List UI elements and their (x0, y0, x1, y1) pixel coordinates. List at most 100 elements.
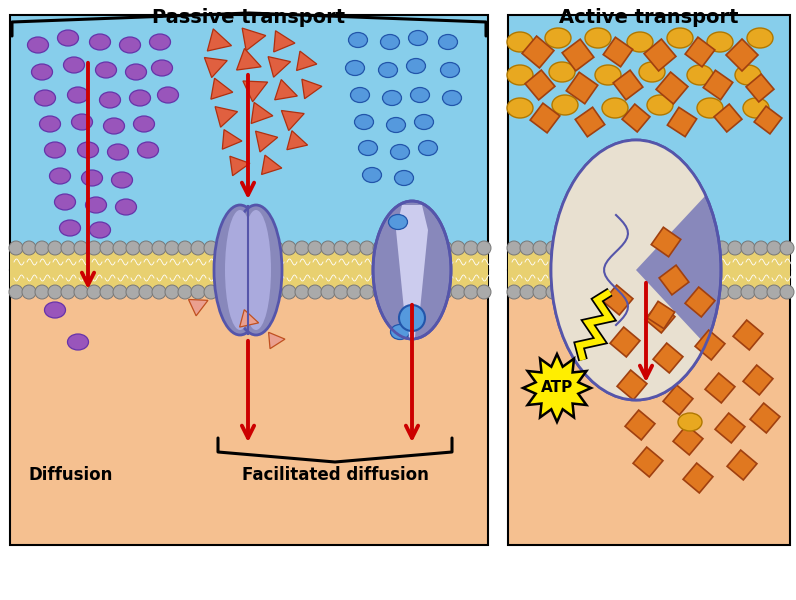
Polygon shape (653, 343, 683, 373)
Polygon shape (695, 330, 725, 360)
Polygon shape (659, 265, 689, 295)
Circle shape (598, 285, 612, 299)
Ellipse shape (667, 28, 693, 48)
Circle shape (611, 285, 625, 299)
Polygon shape (242, 28, 266, 50)
Polygon shape (726, 39, 758, 71)
Circle shape (61, 241, 75, 255)
Ellipse shape (552, 95, 578, 115)
Circle shape (438, 241, 452, 255)
Ellipse shape (354, 115, 373, 130)
Circle shape (676, 285, 690, 299)
Circle shape (585, 285, 599, 299)
Circle shape (295, 285, 309, 299)
Circle shape (780, 285, 794, 299)
Polygon shape (297, 51, 317, 71)
Ellipse shape (387, 118, 405, 133)
Ellipse shape (68, 334, 88, 350)
Ellipse shape (100, 92, 120, 108)
Circle shape (425, 285, 439, 299)
Circle shape (624, 241, 638, 255)
Circle shape (139, 241, 153, 255)
Circle shape (373, 241, 387, 255)
Circle shape (715, 241, 729, 255)
Circle shape (546, 241, 560, 255)
Circle shape (334, 241, 348, 255)
Circle shape (308, 285, 322, 299)
Ellipse shape (639, 62, 665, 82)
Text: ATP: ATP (540, 380, 573, 395)
Polygon shape (407, 310, 417, 338)
Circle shape (282, 285, 296, 299)
Circle shape (165, 285, 179, 299)
Ellipse shape (345, 61, 365, 76)
Circle shape (412, 285, 426, 299)
Ellipse shape (647, 95, 673, 115)
Circle shape (152, 285, 166, 299)
Circle shape (113, 285, 127, 299)
Ellipse shape (391, 145, 409, 160)
Polygon shape (396, 205, 428, 335)
Circle shape (87, 241, 101, 255)
Ellipse shape (68, 87, 88, 103)
Ellipse shape (507, 32, 533, 52)
Ellipse shape (697, 98, 723, 118)
Circle shape (347, 241, 361, 255)
Circle shape (650, 241, 664, 255)
Polygon shape (211, 78, 232, 99)
Ellipse shape (549, 62, 575, 82)
Ellipse shape (707, 32, 733, 52)
Ellipse shape (45, 302, 65, 318)
Bar (10, 15, 488, 270)
Ellipse shape (214, 205, 266, 335)
Polygon shape (603, 37, 633, 67)
Circle shape (22, 241, 36, 255)
Circle shape (689, 285, 703, 299)
Ellipse shape (411, 88, 430, 103)
Polygon shape (256, 131, 278, 152)
Ellipse shape (45, 142, 65, 158)
Circle shape (715, 285, 729, 299)
Circle shape (585, 241, 599, 255)
Circle shape (191, 285, 205, 299)
Circle shape (637, 285, 651, 299)
Polygon shape (268, 56, 291, 77)
Ellipse shape (32, 64, 53, 80)
Circle shape (308, 241, 322, 255)
Circle shape (754, 241, 768, 255)
Ellipse shape (735, 65, 761, 85)
Circle shape (243, 285, 257, 299)
Ellipse shape (134, 116, 154, 132)
Ellipse shape (349, 32, 368, 47)
Circle shape (204, 241, 218, 255)
Ellipse shape (111, 172, 132, 188)
Ellipse shape (602, 98, 628, 118)
Circle shape (386, 285, 400, 299)
Ellipse shape (350, 88, 369, 103)
Circle shape (399, 241, 413, 255)
Ellipse shape (383, 91, 401, 106)
Polygon shape (262, 155, 282, 175)
Circle shape (767, 285, 781, 299)
Circle shape (87, 285, 101, 299)
Text: Passive transport: Passive transport (153, 8, 345, 27)
Circle shape (191, 241, 205, 255)
Circle shape (100, 241, 114, 255)
Ellipse shape (138, 142, 158, 158)
Ellipse shape (151, 60, 173, 76)
Ellipse shape (743, 98, 769, 118)
Ellipse shape (150, 34, 170, 50)
Polygon shape (647, 301, 675, 329)
Polygon shape (743, 365, 773, 395)
Circle shape (9, 285, 23, 299)
Circle shape (126, 285, 140, 299)
Polygon shape (685, 37, 715, 67)
Ellipse shape (373, 201, 451, 339)
Ellipse shape (391, 325, 409, 340)
Ellipse shape (379, 62, 397, 77)
Polygon shape (274, 31, 295, 52)
Polygon shape (207, 29, 232, 51)
Circle shape (230, 285, 244, 299)
Circle shape (178, 241, 192, 255)
Ellipse shape (507, 98, 533, 118)
